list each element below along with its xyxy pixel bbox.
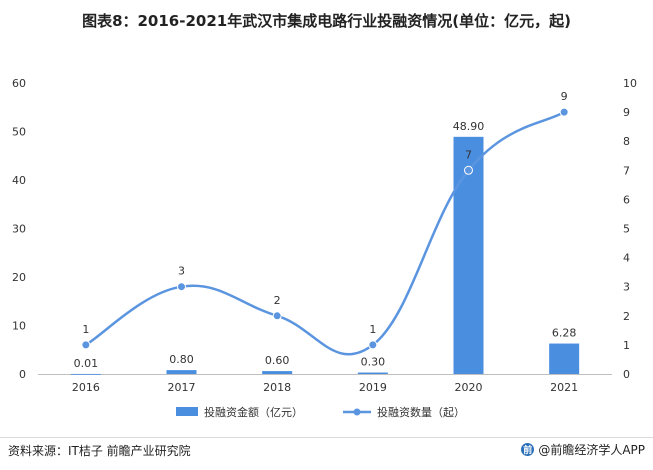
legend-bar-swatch [176,407,198,416]
line-point [368,340,378,350]
left-axis-tick-label: 50 [12,126,26,139]
left-axis-tick-label: 30 [12,223,26,236]
right-axis-tick-label: 0 [623,368,630,381]
left-axis-tick-label: 20 [12,271,26,284]
right-axis-tick-label: 9 [623,106,630,119]
chart-title: 图表8：2016-2021年武汉市集成电路行业投融资情况(单位：亿元，起) [82,12,571,30]
line-data-label: 7 [465,148,472,161]
line-data-label: 9 [561,90,568,103]
brand-logo-icon: 前 [521,443,535,456]
right-axis-tick-label: 3 [623,281,630,294]
line-series [85,111,565,356]
line-data-label: 2 [274,294,281,307]
x-axis-tick-label: 2021 [550,381,578,394]
x-axis-tick-label: 2016 [72,381,100,394]
left-y-axis: 0 10 20 30 40 50 60 [12,77,26,381]
bar-data-label: 48.90 [453,120,485,133]
bar [453,136,484,374]
line-data-label: 1 [82,323,89,336]
legend: 投融资金额（亿元） 投融资数量（起） [176,405,465,419]
left-axis-tick-label: 10 [12,320,26,333]
bar [166,370,197,374]
line-point [559,107,569,117]
footer-divider [0,437,653,438]
left-axis-tick-label: 40 [12,174,26,187]
legend-line-label: 投融资数量（起） [377,405,465,419]
bar-data-label: 0.30 [361,356,386,369]
line-points [81,107,569,350]
right-axis-tick-label: 5 [623,223,630,236]
source-text: 资料来源：IT桔子 前瞻产业研究院 [8,444,191,458]
line-data-label: 3 [178,265,185,278]
line-data-labels: 1 3 2 1 7 9 [82,90,567,336]
x-axis-tick-label: 2017 [168,381,196,394]
line-point [177,282,186,292]
right-axis-tick-label: 10 [623,77,637,90]
bar-data-label: 0.80 [169,353,194,366]
right-y-axis: 0 1 2 3 4 5 6 7 8 9 10 [623,77,637,381]
line-point [81,340,91,350]
legend-line-marker [353,408,361,416]
x-axis-tick-label: 2019 [359,381,387,394]
left-axis-tick-label: 0 [19,368,26,381]
line-data-label: 1 [369,323,376,336]
bar-data-label: 6.28 [552,327,577,340]
x-axis-ticks: 2016 2017 2018 2019 2020 2021 [72,381,578,394]
bar-series [70,136,580,375]
x-axis-tick-label: 2020 [455,381,483,394]
bar [357,372,388,374]
brand-text: @前瞻经济学人APP [538,443,645,457]
bar-data-label: 0.01 [74,357,99,370]
bar [70,373,101,375]
x-axis-tick-label: 2018 [263,381,291,394]
right-axis-tick-label: 7 [623,164,630,177]
line-point [272,311,282,321]
right-axis-tick-label: 6 [623,193,630,206]
right-axis-tick-label: 8 [623,135,630,148]
bar [262,371,293,374]
left-axis-tick-label: 60 [12,77,26,90]
brand: 前 @前瞻经济学人APP [521,441,645,458]
bar-data-label: 0.60 [265,354,290,367]
bar [549,343,580,374]
legend-bar-label: 投融资金额（亿元） [204,405,303,419]
right-axis-tick-label: 1 [623,339,630,352]
bar-data-labels: 0.01 0.80 0.60 0.30 48.90 6.28 [74,120,577,370]
right-axis-tick-label: 4 [623,252,630,265]
line-point [464,165,473,175]
right-axis-tick-label: 2 [623,310,630,323]
